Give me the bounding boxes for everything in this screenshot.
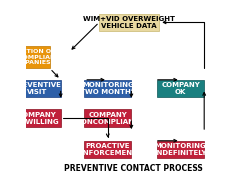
Text: COMPANY
UNWILLING: COMPANY UNWILLING	[15, 112, 60, 125]
FancyBboxPatch shape	[157, 80, 204, 97]
FancyBboxPatch shape	[157, 141, 204, 158]
FancyBboxPatch shape	[11, 46, 50, 68]
Text: COMPANY
OK: COMPANY OK	[161, 82, 200, 95]
Text: WIM+VID OVERWEIGHT
VEHICLE DATA: WIM+VID OVERWEIGHT VEHICLE DATA	[83, 16, 175, 29]
FancyBboxPatch shape	[84, 80, 131, 97]
FancyBboxPatch shape	[14, 80, 61, 97]
Text: MONITORING
TWO MONTHS: MONITORING TWO MONTHS	[80, 82, 136, 95]
Text: MONITORING
INDEFINITELY: MONITORING INDEFINITELY	[154, 143, 207, 156]
Text: PREVENTIVE CONTACT PROCESS: PREVENTIVE CONTACT PROCESS	[64, 164, 203, 173]
FancyBboxPatch shape	[14, 109, 61, 127]
Text: COMPANY
NONCOMPLIANT: COMPANY NONCOMPLIANT	[76, 112, 140, 125]
Text: SELECTION OF
NONCOMPLIANT
COMPANIES: SELECTION OF NONCOMPLIANT COMPANIES	[2, 49, 60, 65]
FancyBboxPatch shape	[99, 14, 159, 31]
Text: PROACTIVE
ENFORCEMENT: PROACTIVE ENFORCEMENT	[78, 143, 137, 156]
FancyBboxPatch shape	[84, 109, 131, 127]
Text: PREVENTIVE
VISIT: PREVENTIVE VISIT	[13, 82, 61, 95]
FancyBboxPatch shape	[84, 141, 131, 158]
